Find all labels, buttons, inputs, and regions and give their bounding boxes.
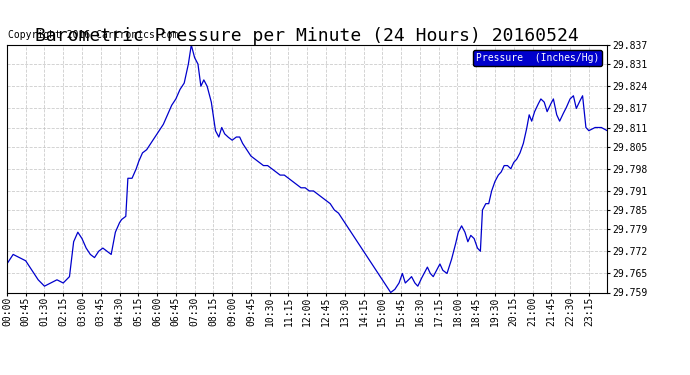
Title: Barometric Pressure per Minute (24 Hours) 20160524: Barometric Pressure per Minute (24 Hours… bbox=[35, 27, 579, 45]
Text: Copyright 2016 Cartronics.com: Copyright 2016 Cartronics.com bbox=[8, 30, 178, 40]
Legend: Pressure  (Inches/Hg): Pressure (Inches/Hg) bbox=[473, 50, 602, 66]
